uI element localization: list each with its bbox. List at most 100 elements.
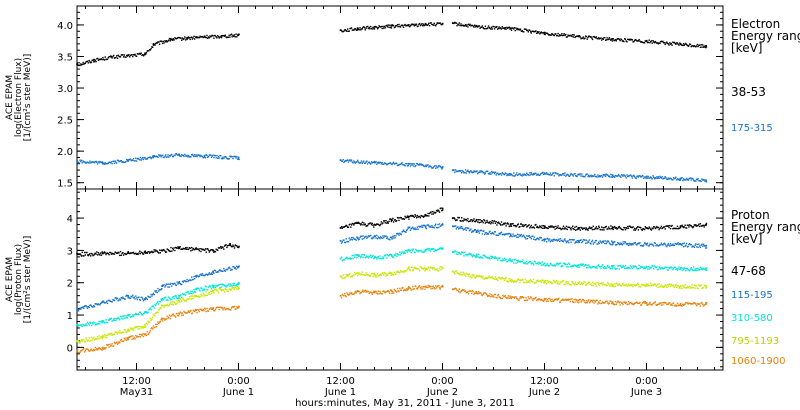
data-point (205, 286, 207, 288)
data-point (379, 26, 382, 28)
data-point (645, 284, 647, 287)
data-point (165, 251, 168, 253)
data-point (235, 33, 237, 35)
data-point (119, 319, 121, 321)
data-point (157, 311, 159, 313)
data-point (428, 248, 431, 250)
data-point (455, 228, 458, 230)
data-point (169, 40, 171, 42)
data-point (91, 349, 93, 352)
data-point (147, 333, 149, 336)
data-point (349, 272, 351, 275)
data-point (608, 266, 611, 268)
data-point (134, 326, 136, 328)
data-point (129, 335, 131, 338)
data-point (419, 285, 421, 287)
data-point (383, 163, 385, 165)
data-point (191, 153, 194, 156)
data-point (145, 251, 148, 254)
data-point (491, 295, 493, 298)
data-point (554, 228, 556, 230)
data-point (362, 274, 364, 276)
data-point (677, 285, 679, 287)
data-point (483, 278, 485, 280)
data-point (463, 255, 465, 257)
data-point (560, 265, 562, 268)
data-point (106, 58, 109, 60)
data-point (528, 224, 530, 226)
data-point (392, 235, 394, 237)
data-point (364, 236, 366, 238)
data-point (147, 50, 149, 52)
data-point (403, 164, 406, 166)
data-point (513, 297, 516, 299)
data-point (601, 175, 603, 177)
data-point (529, 236, 532, 238)
data-point (168, 154, 171, 157)
data-point (426, 248, 428, 250)
data-point (469, 276, 471, 278)
data-point (474, 221, 477, 223)
data-point (599, 228, 601, 231)
data-point (473, 26, 475, 28)
data-point (148, 309, 150, 311)
data-point (622, 175, 624, 177)
data-point (401, 231, 403, 233)
data-point (142, 298, 144, 300)
data-point (555, 280, 558, 282)
data-point (454, 218, 456, 220)
data-point (550, 34, 552, 36)
data-point (370, 224, 373, 226)
data-point (512, 27, 514, 29)
data-point (361, 221, 363, 223)
data-point (459, 24, 461, 27)
data-point (371, 255, 373, 258)
data-point (415, 267, 417, 269)
data-point (112, 320, 114, 322)
data-point (509, 236, 511, 238)
data-point (89, 350, 91, 352)
data-point (656, 244, 659, 246)
data-point (435, 249, 438, 252)
data-point (84, 324, 86, 326)
data-point (488, 173, 490, 175)
data-point (129, 252, 131, 255)
data-point (352, 162, 354, 164)
data-point (661, 267, 663, 269)
data-point (109, 56, 111, 58)
data-point (428, 215, 430, 217)
data-point (116, 298, 118, 300)
data-point (618, 175, 620, 177)
data-point (617, 242, 620, 245)
data-point (411, 248, 413, 251)
data-point (539, 280, 542, 282)
data-point (685, 42, 687, 45)
data-point (129, 158, 131, 161)
data-point (164, 155, 166, 157)
data-point (150, 251, 152, 253)
data-point (99, 59, 101, 61)
data-point (366, 237, 368, 239)
data-point (585, 227, 588, 229)
data-point (158, 41, 160, 43)
data-point (120, 160, 122, 162)
data-point (220, 307, 223, 309)
data-point (522, 235, 524, 237)
data-point (594, 267, 597, 269)
data-point (353, 29, 355, 31)
data-point (508, 26, 510, 28)
data-point (590, 283, 592, 285)
data-point (432, 248, 434, 250)
data-point (384, 254, 386, 256)
data-point (429, 250, 432, 252)
data-point (588, 35, 590, 37)
data-point (627, 283, 630, 285)
data-point (236, 246, 239, 248)
data-point (130, 327, 132, 330)
data-point (116, 55, 118, 57)
data-point (492, 256, 494, 259)
data-point (583, 239, 585, 241)
data-point (472, 275, 474, 277)
data-point (559, 227, 562, 230)
data-point (536, 280, 538, 282)
